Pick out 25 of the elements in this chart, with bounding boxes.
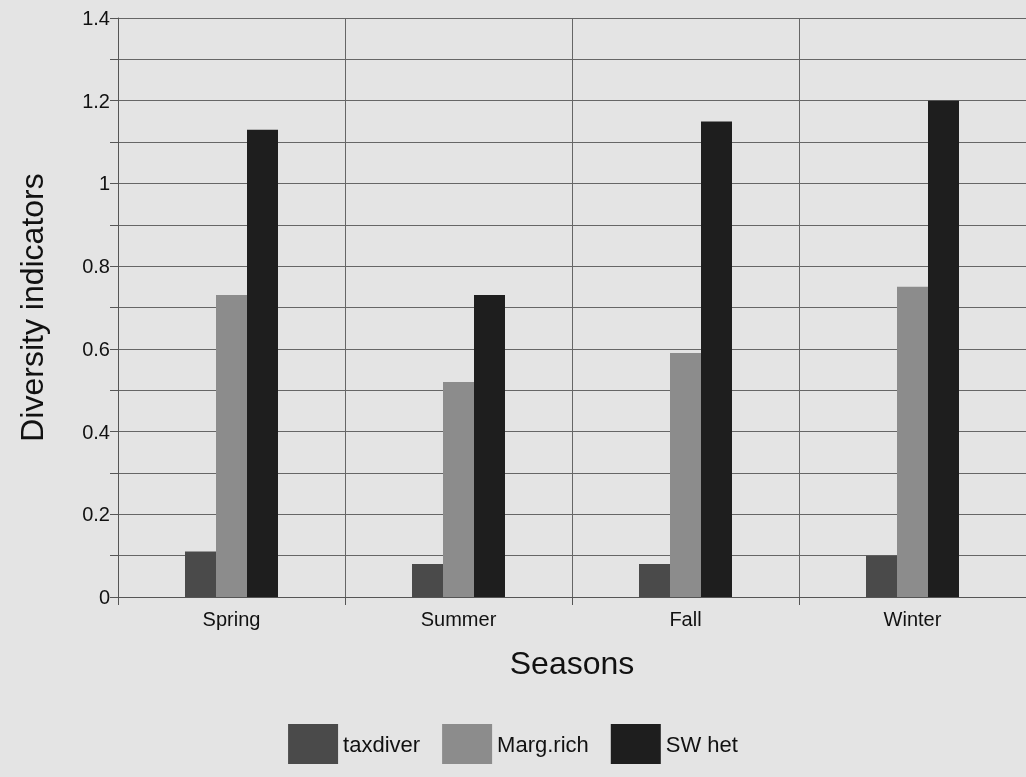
text: 0.6: [82, 337, 110, 360]
y-axis-title: Diversity indicators: [14, 173, 50, 442]
text: 1.2: [82, 89, 110, 112]
bar: [897, 286, 928, 597]
bar: [443, 381, 474, 597]
x-tick-label: Fall: [669, 608, 702, 630]
x-tick-label: Spring: [202, 608, 261, 630]
bar: [474, 295, 505, 597]
bar: [216, 295, 247, 597]
text: 0.2: [82, 503, 110, 526]
x-tick-label: Summer: [420, 608, 497, 630]
bar: [247, 129, 278, 597]
x-tick-label: Winter: [883, 608, 942, 630]
bar: [670, 352, 701, 597]
legend-label: Marg.rich: [497, 731, 589, 757]
y-tick-label: 0: [98, 586, 110, 608]
text: 1.4: [82, 7, 110, 29]
x-axis-title: Seasons: [509, 645, 635, 681]
bar: [701, 121, 732, 597]
y-tick-label: 1: [98, 172, 110, 195]
bar: [928, 100, 959, 597]
legend-label: SW het: [665, 731, 738, 757]
text: 0.8: [82, 255, 110, 278]
text: 0.4: [82, 420, 110, 443]
legend-label: taxdiver: [343, 731, 421, 757]
